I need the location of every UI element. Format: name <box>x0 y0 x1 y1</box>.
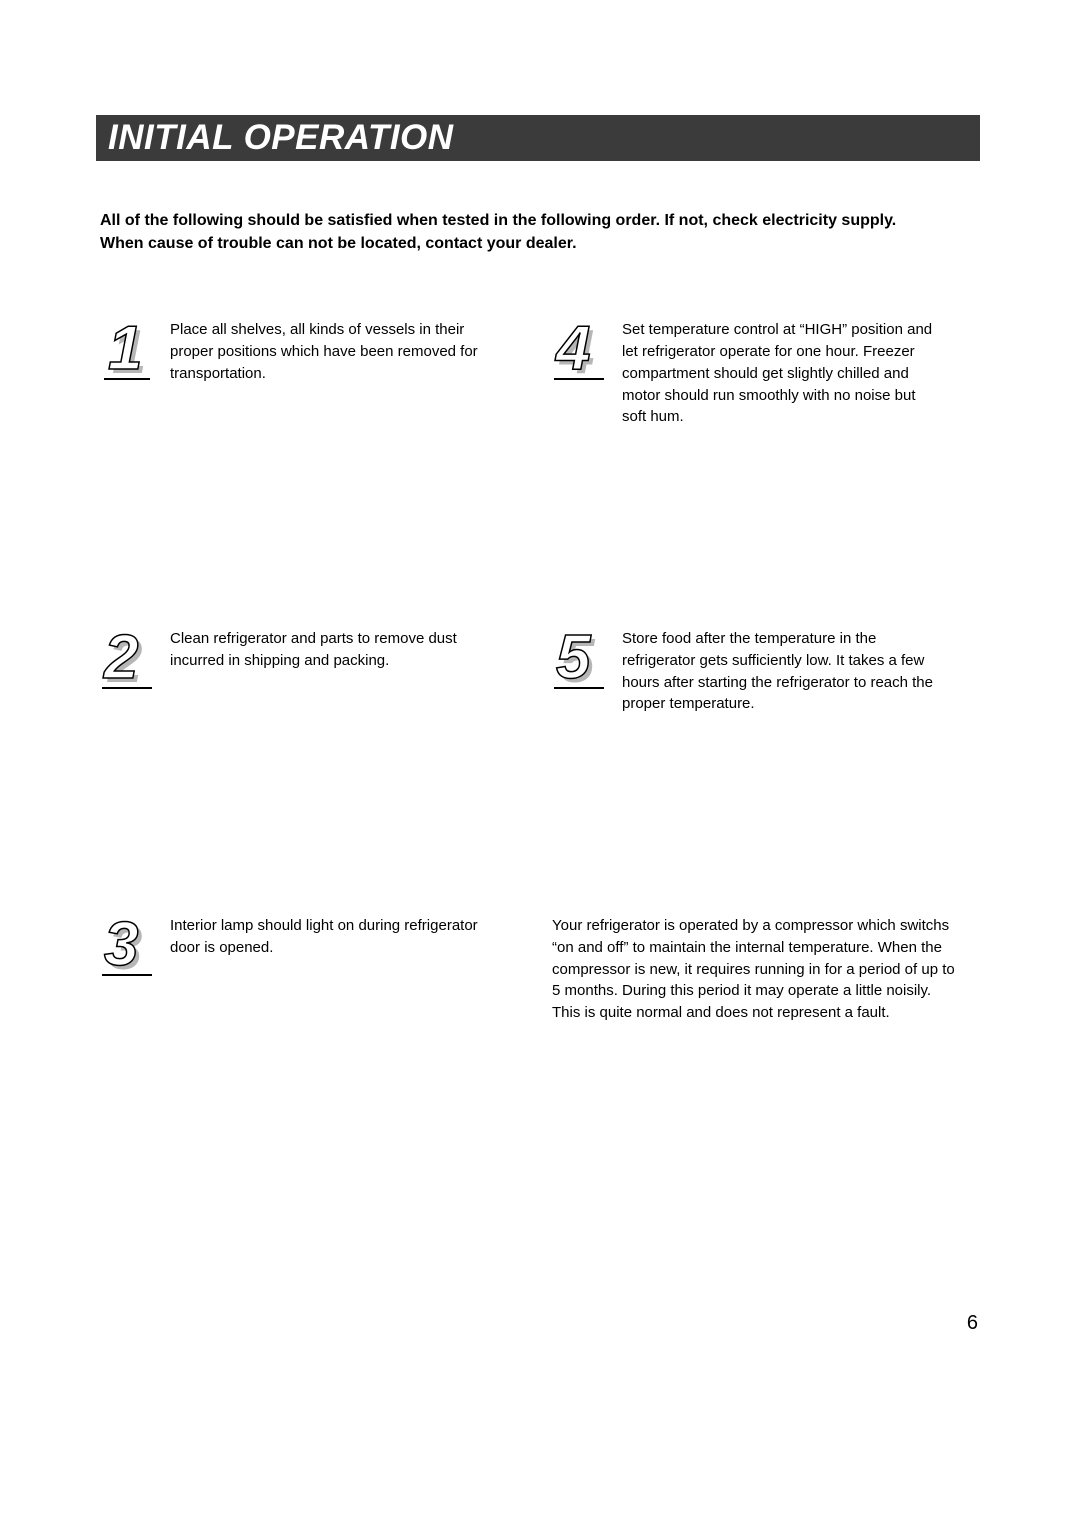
section-title-bar: INITIAL OPERATION <box>96 115 980 161</box>
svg-text:4: 4 <box>554 319 590 383</box>
steps-grid: 1 1 Place all shelves, all kinds of vess… <box>100 319 980 1024</box>
intro-paragraph: All of the following should be satisfied… <box>100 209 920 255</box>
step-number-icon: 3 3 <box>100 915 156 981</box>
step-5: 5 5 Store food after the temperature in … <box>552 628 980 715</box>
svg-text:2: 2 <box>103 628 138 692</box>
step-number-icon: 1 1 <box>100 319 156 385</box>
step-text: Place all shelves, all kinds of vessels … <box>170 319 490 384</box>
section-title: INITIAL OPERATION <box>108 118 968 158</box>
step-1: 1 1 Place all shelves, all kinds of vess… <box>100 319 528 428</box>
step-3: 3 3 Interior lamp should light on during… <box>100 915 528 1024</box>
svg-text:3: 3 <box>104 915 138 979</box>
compressor-note-block: Your refrigerator is operated by a compr… <box>552 915 980 1024</box>
svg-text:1: 1 <box>108 319 142 383</box>
step-4: 4 4 Set temperature control at “HIGH” po… <box>552 319 980 428</box>
step-number-icon: 4 4 <box>552 319 608 385</box>
step-number-icon: 2 2 <box>100 628 156 694</box>
step-2: 2 2 Clean refrigerator and parts to remo… <box>100 628 528 715</box>
step-number-icon: 5 5 <box>552 628 608 694</box>
manual-page: INITIAL OPERATION All of the following s… <box>0 0 1080 1525</box>
compressor-note: Your refrigerator is operated by a compr… <box>552 915 962 1024</box>
svg-text:5: 5 <box>556 628 592 692</box>
step-text: Interior lamp should light on during ref… <box>170 915 490 959</box>
step-text: Store food after the temperature in the … <box>622 628 942 715</box>
step-text: Set temperature control at “HIGH” positi… <box>622 319 942 428</box>
page-number: 6 <box>967 1312 978 1335</box>
step-text: Clean refrigerator and parts to remove d… <box>170 628 490 672</box>
